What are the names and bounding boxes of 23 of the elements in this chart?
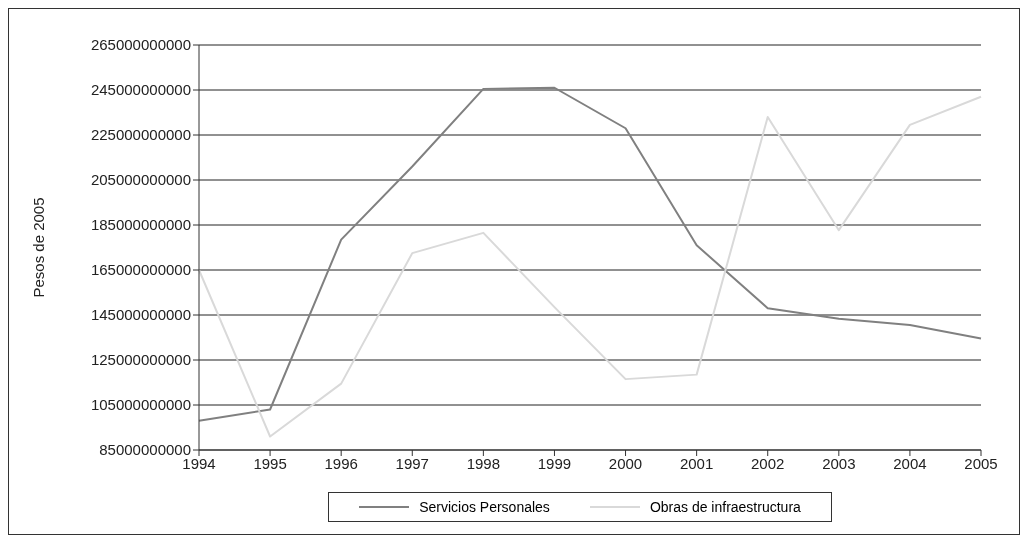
x-tick-label: 2005 <box>964 454 998 472</box>
y-tick-label: 205000000000 <box>90 171 191 189</box>
x-tick-label: 2001 <box>679 454 714 472</box>
x-tick-label: 1997 <box>395 454 429 472</box>
x-tick-label: 1996 <box>324 454 358 472</box>
y-tick-label: 245000000000 <box>90 81 191 99</box>
y-tick-label: 225000000000 <box>90 126 191 144</box>
x-tick-label: 1998 <box>466 454 501 472</box>
x-tick-label: 1995 <box>253 454 287 472</box>
y-axis-title: Pesos de 2005 <box>30 197 48 298</box>
x-tick-label: 2004 <box>893 454 927 472</box>
y-tick-label: 185000000000 <box>90 216 191 234</box>
y-tick-label: 145000000000 <box>90 306 191 324</box>
x-tick-label: 2002 <box>751 454 785 472</box>
y-tick-label: 265000000000 <box>90 36 191 54</box>
legend-label: Obras de infraestructura <box>649 499 801 515</box>
x-tick-label: 2000 <box>608 454 643 472</box>
y-tick-label: 105000000000 <box>90 396 191 414</box>
legend-label: Servicios Personales <box>419 499 550 515</box>
y-tick-label: 125000000000 <box>90 351 191 369</box>
y-tick-label: 165000000000 <box>90 261 191 279</box>
x-tick-label: 2003 <box>822 454 856 472</box>
x-tick-label: 1999 <box>537 454 572 472</box>
